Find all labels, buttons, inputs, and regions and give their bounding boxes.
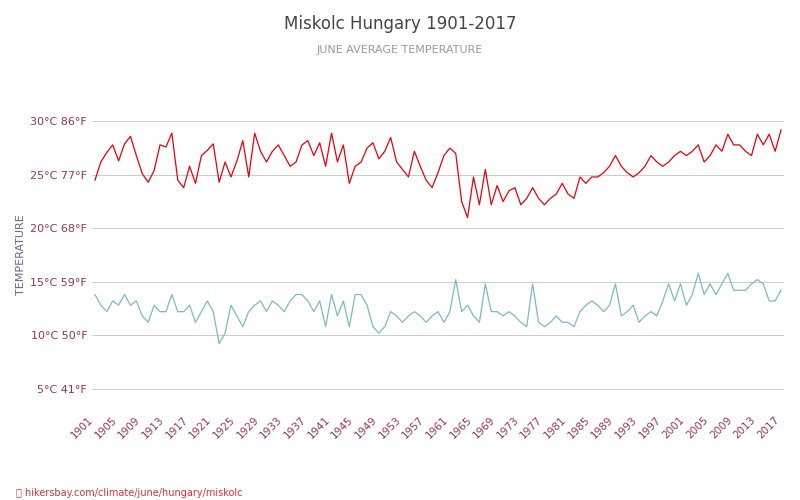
Y-axis label: TEMPERATURE: TEMPERATURE xyxy=(16,214,26,296)
Text: 📍 hikersbay.com/climate/june/hungary/miskolc: 📍 hikersbay.com/climate/june/hungary/mis… xyxy=(16,488,242,498)
Text: Miskolc Hungary 1901-2017: Miskolc Hungary 1901-2017 xyxy=(284,15,516,33)
Text: JUNE AVERAGE TEMPERATURE: JUNE AVERAGE TEMPERATURE xyxy=(317,45,483,55)
